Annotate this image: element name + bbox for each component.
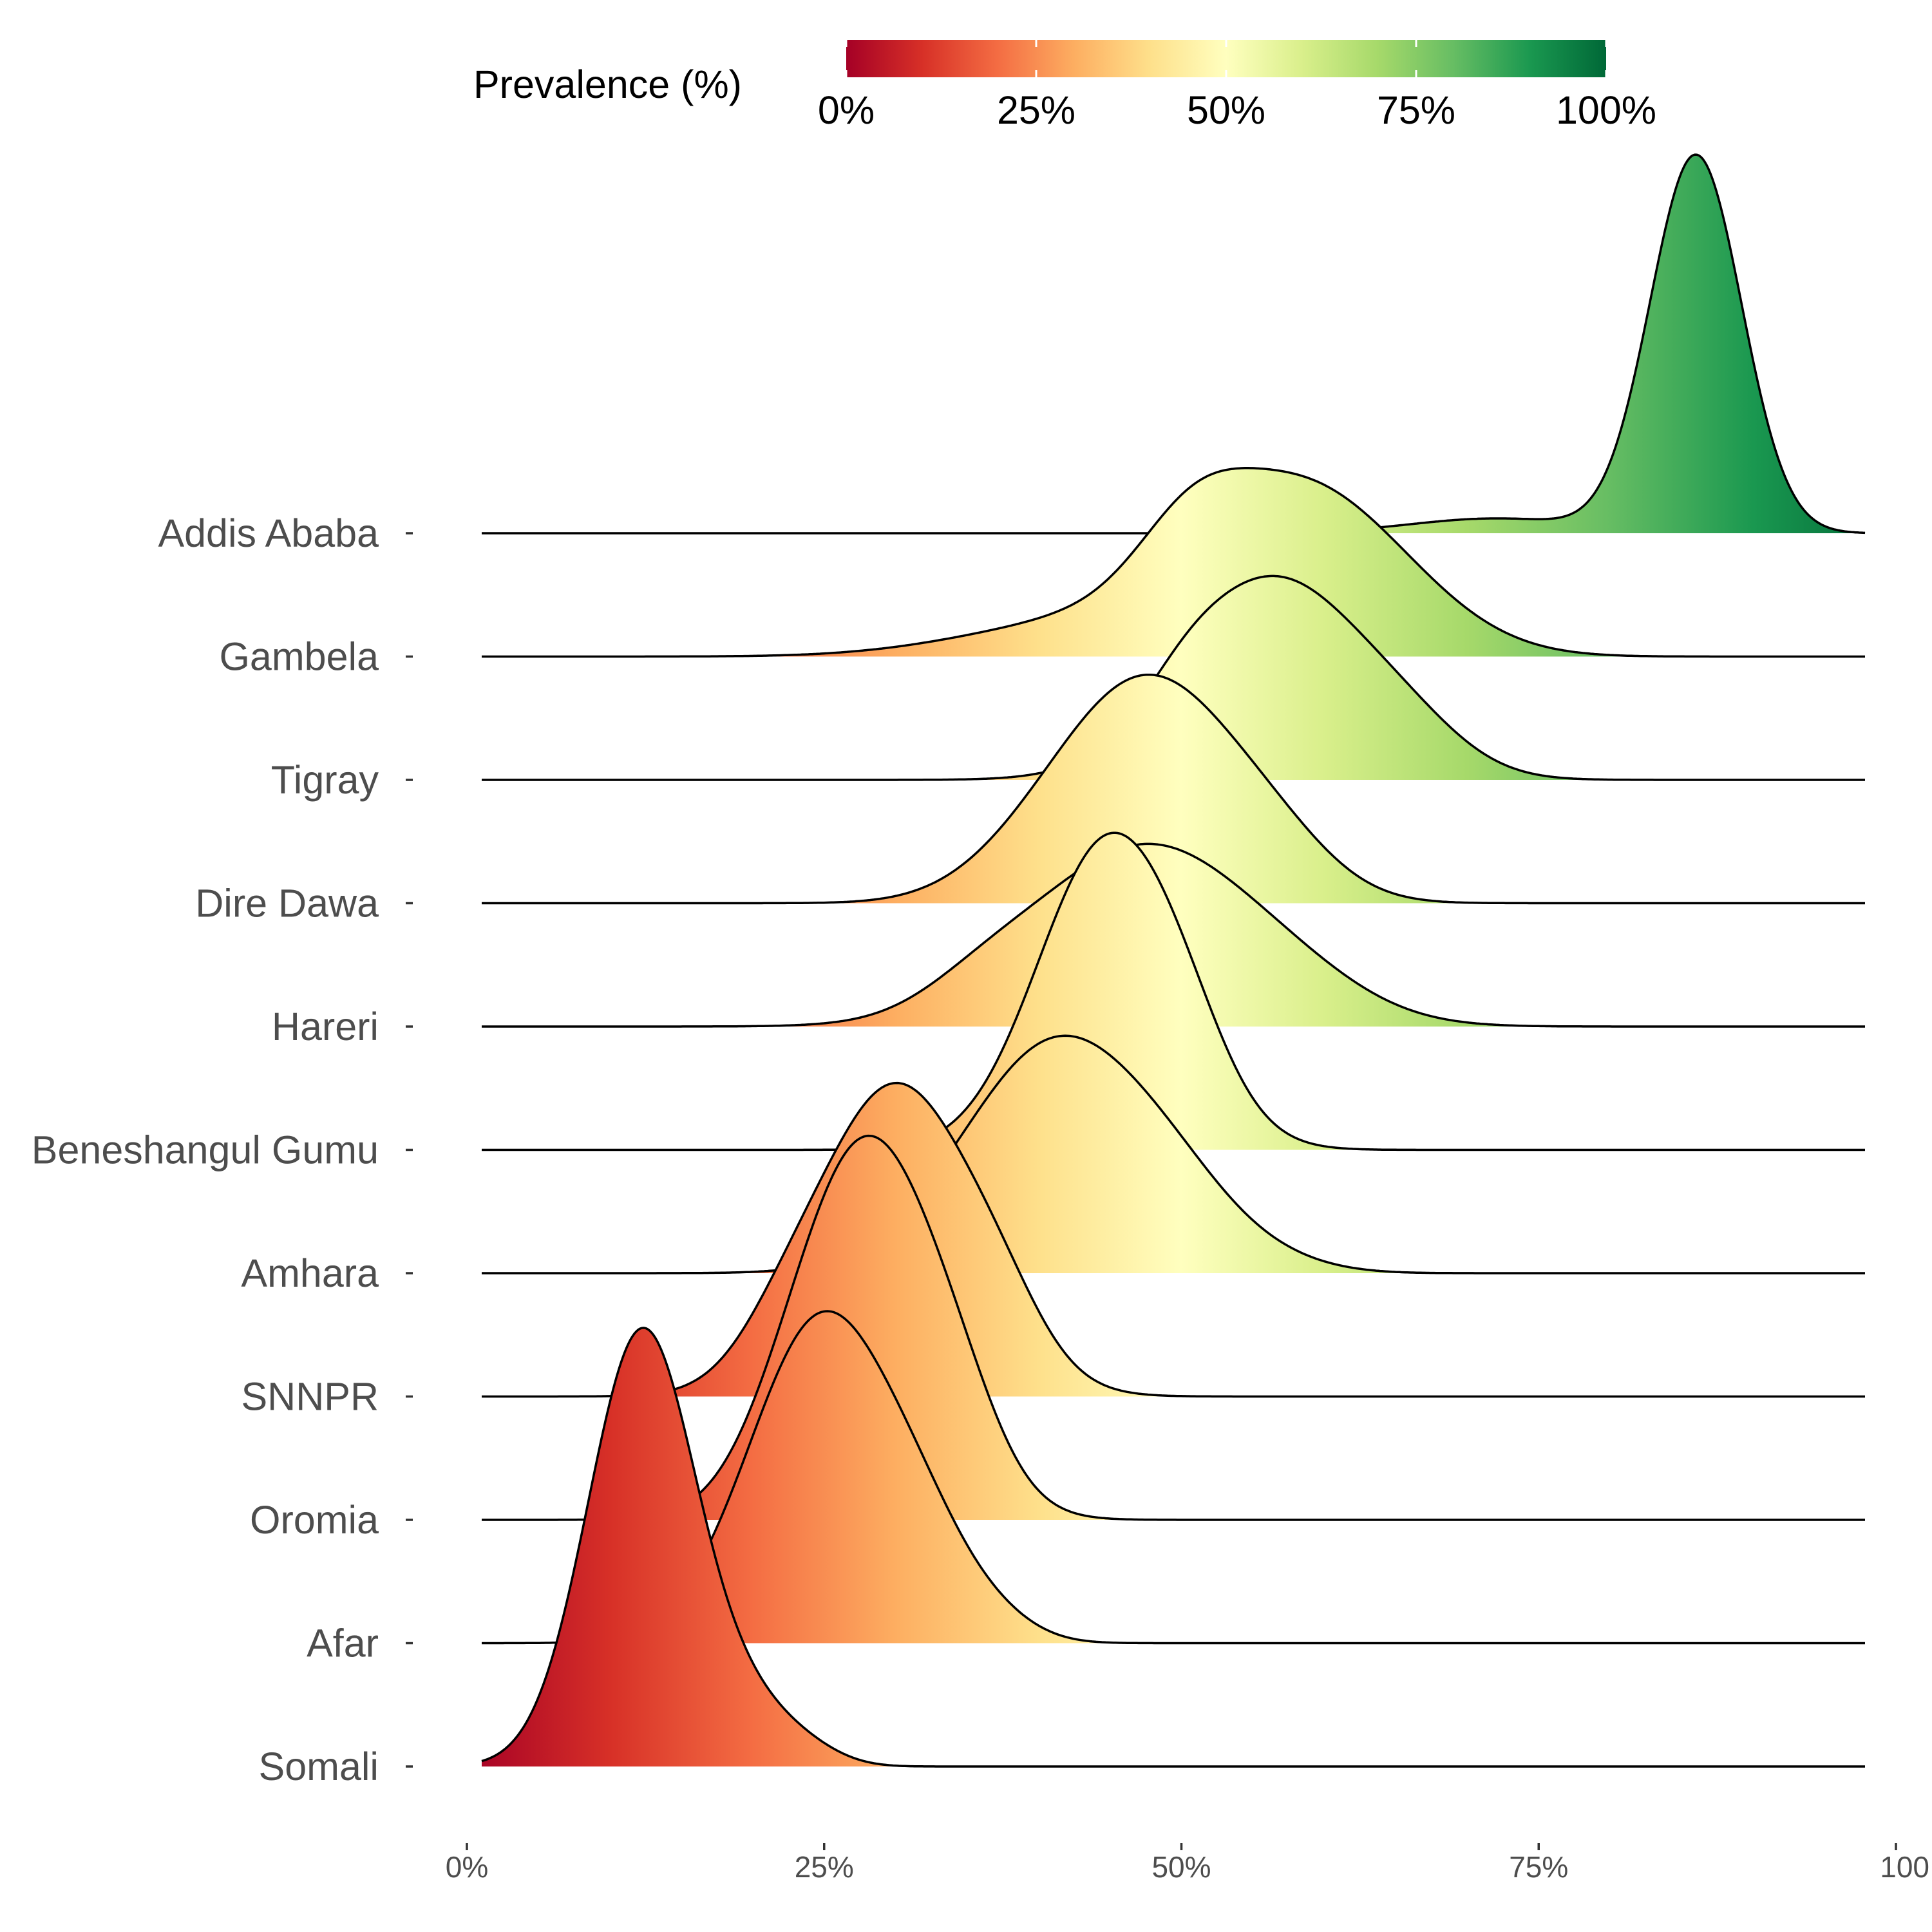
y-tick-label: Dire Dawa [195, 882, 379, 925]
ridges [481, 153, 1866, 1768]
ridge-area-gambela [482, 468, 1866, 657]
ridge-line-tigray [482, 574, 1865, 781]
ridge-line-somali [481, 1327, 1865, 1768]
ridge-line-snnpr [482, 1081, 1865, 1398]
ridge-line-oromia [482, 1134, 1865, 1521]
ridge-line-hareri [482, 842, 1865, 1028]
y-tick-label: Oromia [250, 1498, 379, 1542]
legend-label: 25% [997, 88, 1075, 132]
y-tick-label: SNNPR [241, 1375, 379, 1419]
y-tick-label: Afar [307, 1622, 379, 1665]
y-axis: Addis Ababa Gambela Tigray Dire Dawa Hareri B… [32, 511, 413, 1788]
y-tick-label: Hareri [272, 1005, 379, 1048]
ridge-area-tigray [482, 576, 1866, 780]
ridge-line-afar [482, 1310, 1865, 1645]
ridge-area-beneshangul-gumu [482, 833, 1866, 1150]
legend: Prevalence (%) 0% 25% 50% 75% 100% [473, 40, 1656, 132]
ridge-area-afar [482, 1311, 1866, 1643]
x-tick-label: 25% [795, 1850, 854, 1884]
x-tick-label: 50% [1151, 1850, 1211, 1884]
legend-label: 50% [1187, 88, 1265, 132]
x-tick-label: 0% [446, 1850, 488, 1884]
legend-label: 100% [1556, 88, 1656, 132]
ridge-area-addis-ababa [482, 155, 1866, 534]
y-tick-label: Beneshangul Gumu [32, 1128, 379, 1172]
y-tick-label: Amhara [241, 1251, 379, 1295]
legend-label: 75% [1377, 88, 1455, 132]
y-tick-label: Tigray [271, 758, 379, 802]
ridge-area-somali [482, 1327, 1866, 1766]
y-tick-label: Addis Ababa [158, 511, 379, 555]
ridge-line-beneshangul-gumu [482, 831, 1865, 1151]
ridge-area-dire-dawa [482, 674, 1866, 904]
ridge-line-amhara [482, 1034, 1865, 1274]
y-tick-label: Gambela [219, 635, 379, 679]
ridge-line-dire-dawa [482, 673, 1865, 905]
legend-title: Prevalence (%) [473, 62, 742, 106]
ridge-area-amhara [482, 1036, 1866, 1273]
ridge-line-gambela [482, 467, 1865, 658]
y-tick-label: Somali [259, 1745, 379, 1788]
x-axis: 0% 25% 50% 75% 100 [446, 1843, 1929, 1884]
x-tick-label: 100 [1880, 1850, 1929, 1884]
x-tick-label: 75% [1509, 1850, 1568, 1884]
legend-label: 0% [818, 88, 875, 132]
